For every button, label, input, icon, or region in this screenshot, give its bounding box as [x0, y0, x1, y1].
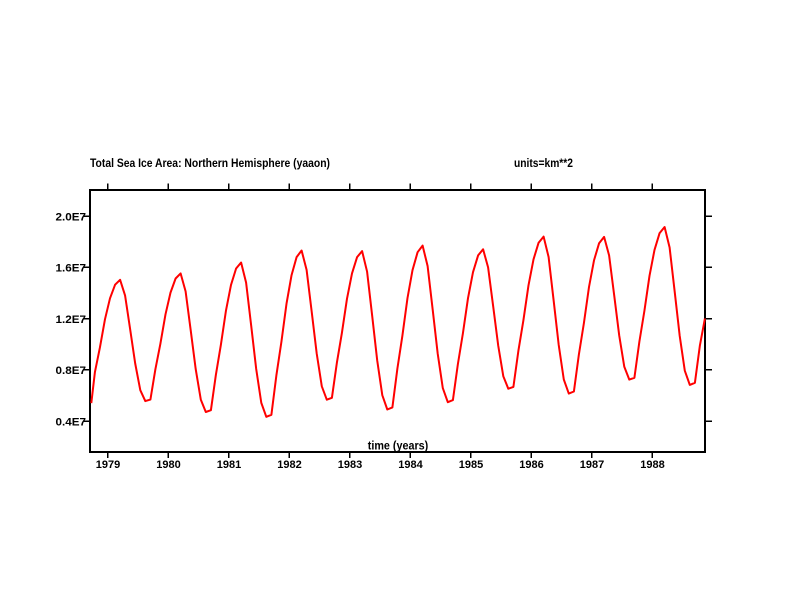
svg-text:1.6E7: 1.6E7: [56, 263, 87, 275]
svg-text:1986: 1986: [519, 459, 543, 471]
svg-text:1984: 1984: [398, 459, 423, 471]
svg-text:0.8E7: 0.8E7: [56, 365, 87, 377]
svg-text:1983: 1983: [338, 459, 362, 471]
svg-text:1988: 1988: [640, 459, 664, 471]
svg-text:1987: 1987: [580, 459, 604, 471]
svg-text:1.2E7: 1.2E7: [56, 314, 87, 326]
svg-text:1985: 1985: [459, 459, 483, 471]
svg-text:1980: 1980: [156, 459, 180, 471]
svg-text:1979: 1979: [96, 459, 120, 471]
svg-text:units=km**2: units=km**2: [514, 156, 573, 170]
svg-text:time (years): time (years): [368, 441, 429, 453]
svg-text:0.4E7: 0.4E7: [56, 416, 87, 428]
svg-text:1982: 1982: [277, 459, 301, 471]
svg-text:2.0E7: 2.0E7: [56, 211, 87, 223]
svg-text:1981: 1981: [217, 459, 241, 471]
svg-text:Total Sea Ice Area: Northern H: Total Sea Ice Area: Northern Hemisphere …: [90, 156, 330, 170]
